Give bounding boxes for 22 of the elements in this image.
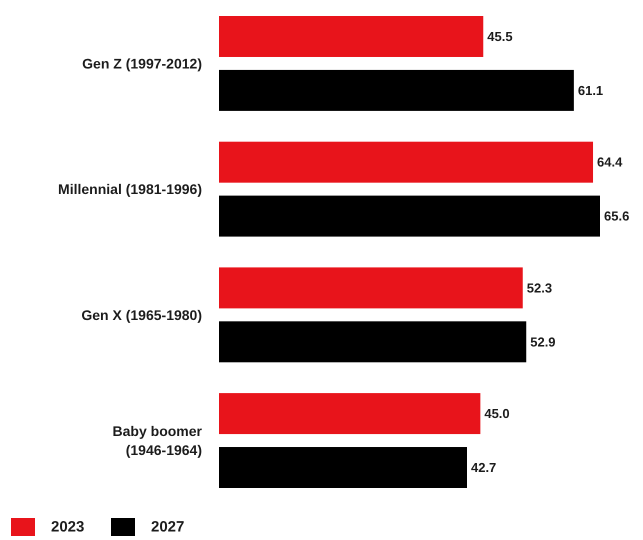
data-label: 61.1	[578, 82, 604, 98]
bar	[219, 70, 574, 111]
bar	[219, 16, 484, 57]
data-label: 45.5	[487, 28, 513, 44]
data-label: 52.3	[526, 280, 552, 296]
bar	[219, 447, 467, 488]
legend-label: 2027	[151, 518, 184, 536]
data-label: 42.7	[471, 460, 496, 476]
y-tick-label: Gen Z (1997-2012)	[82, 55, 202, 72]
data-label: 45.0	[484, 406, 510, 422]
y-tick-label: Baby boomer (1946-1964)	[112, 423, 203, 458]
bar	[219, 196, 600, 237]
data-label: 65.6	[604, 208, 630, 224]
data-label: 52.9	[530, 334, 556, 350]
legend-label: 2023	[51, 518, 84, 536]
y-tick-label: Gen X (1965-1980)	[81, 306, 202, 323]
bar	[219, 393, 480, 434]
data-label: 64.4	[597, 154, 624, 170]
bar	[219, 267, 523, 308]
bar	[219, 321, 526, 362]
bar	[219, 142, 594, 183]
y-tick-label: Millennial (1981-1996)	[58, 181, 202, 198]
